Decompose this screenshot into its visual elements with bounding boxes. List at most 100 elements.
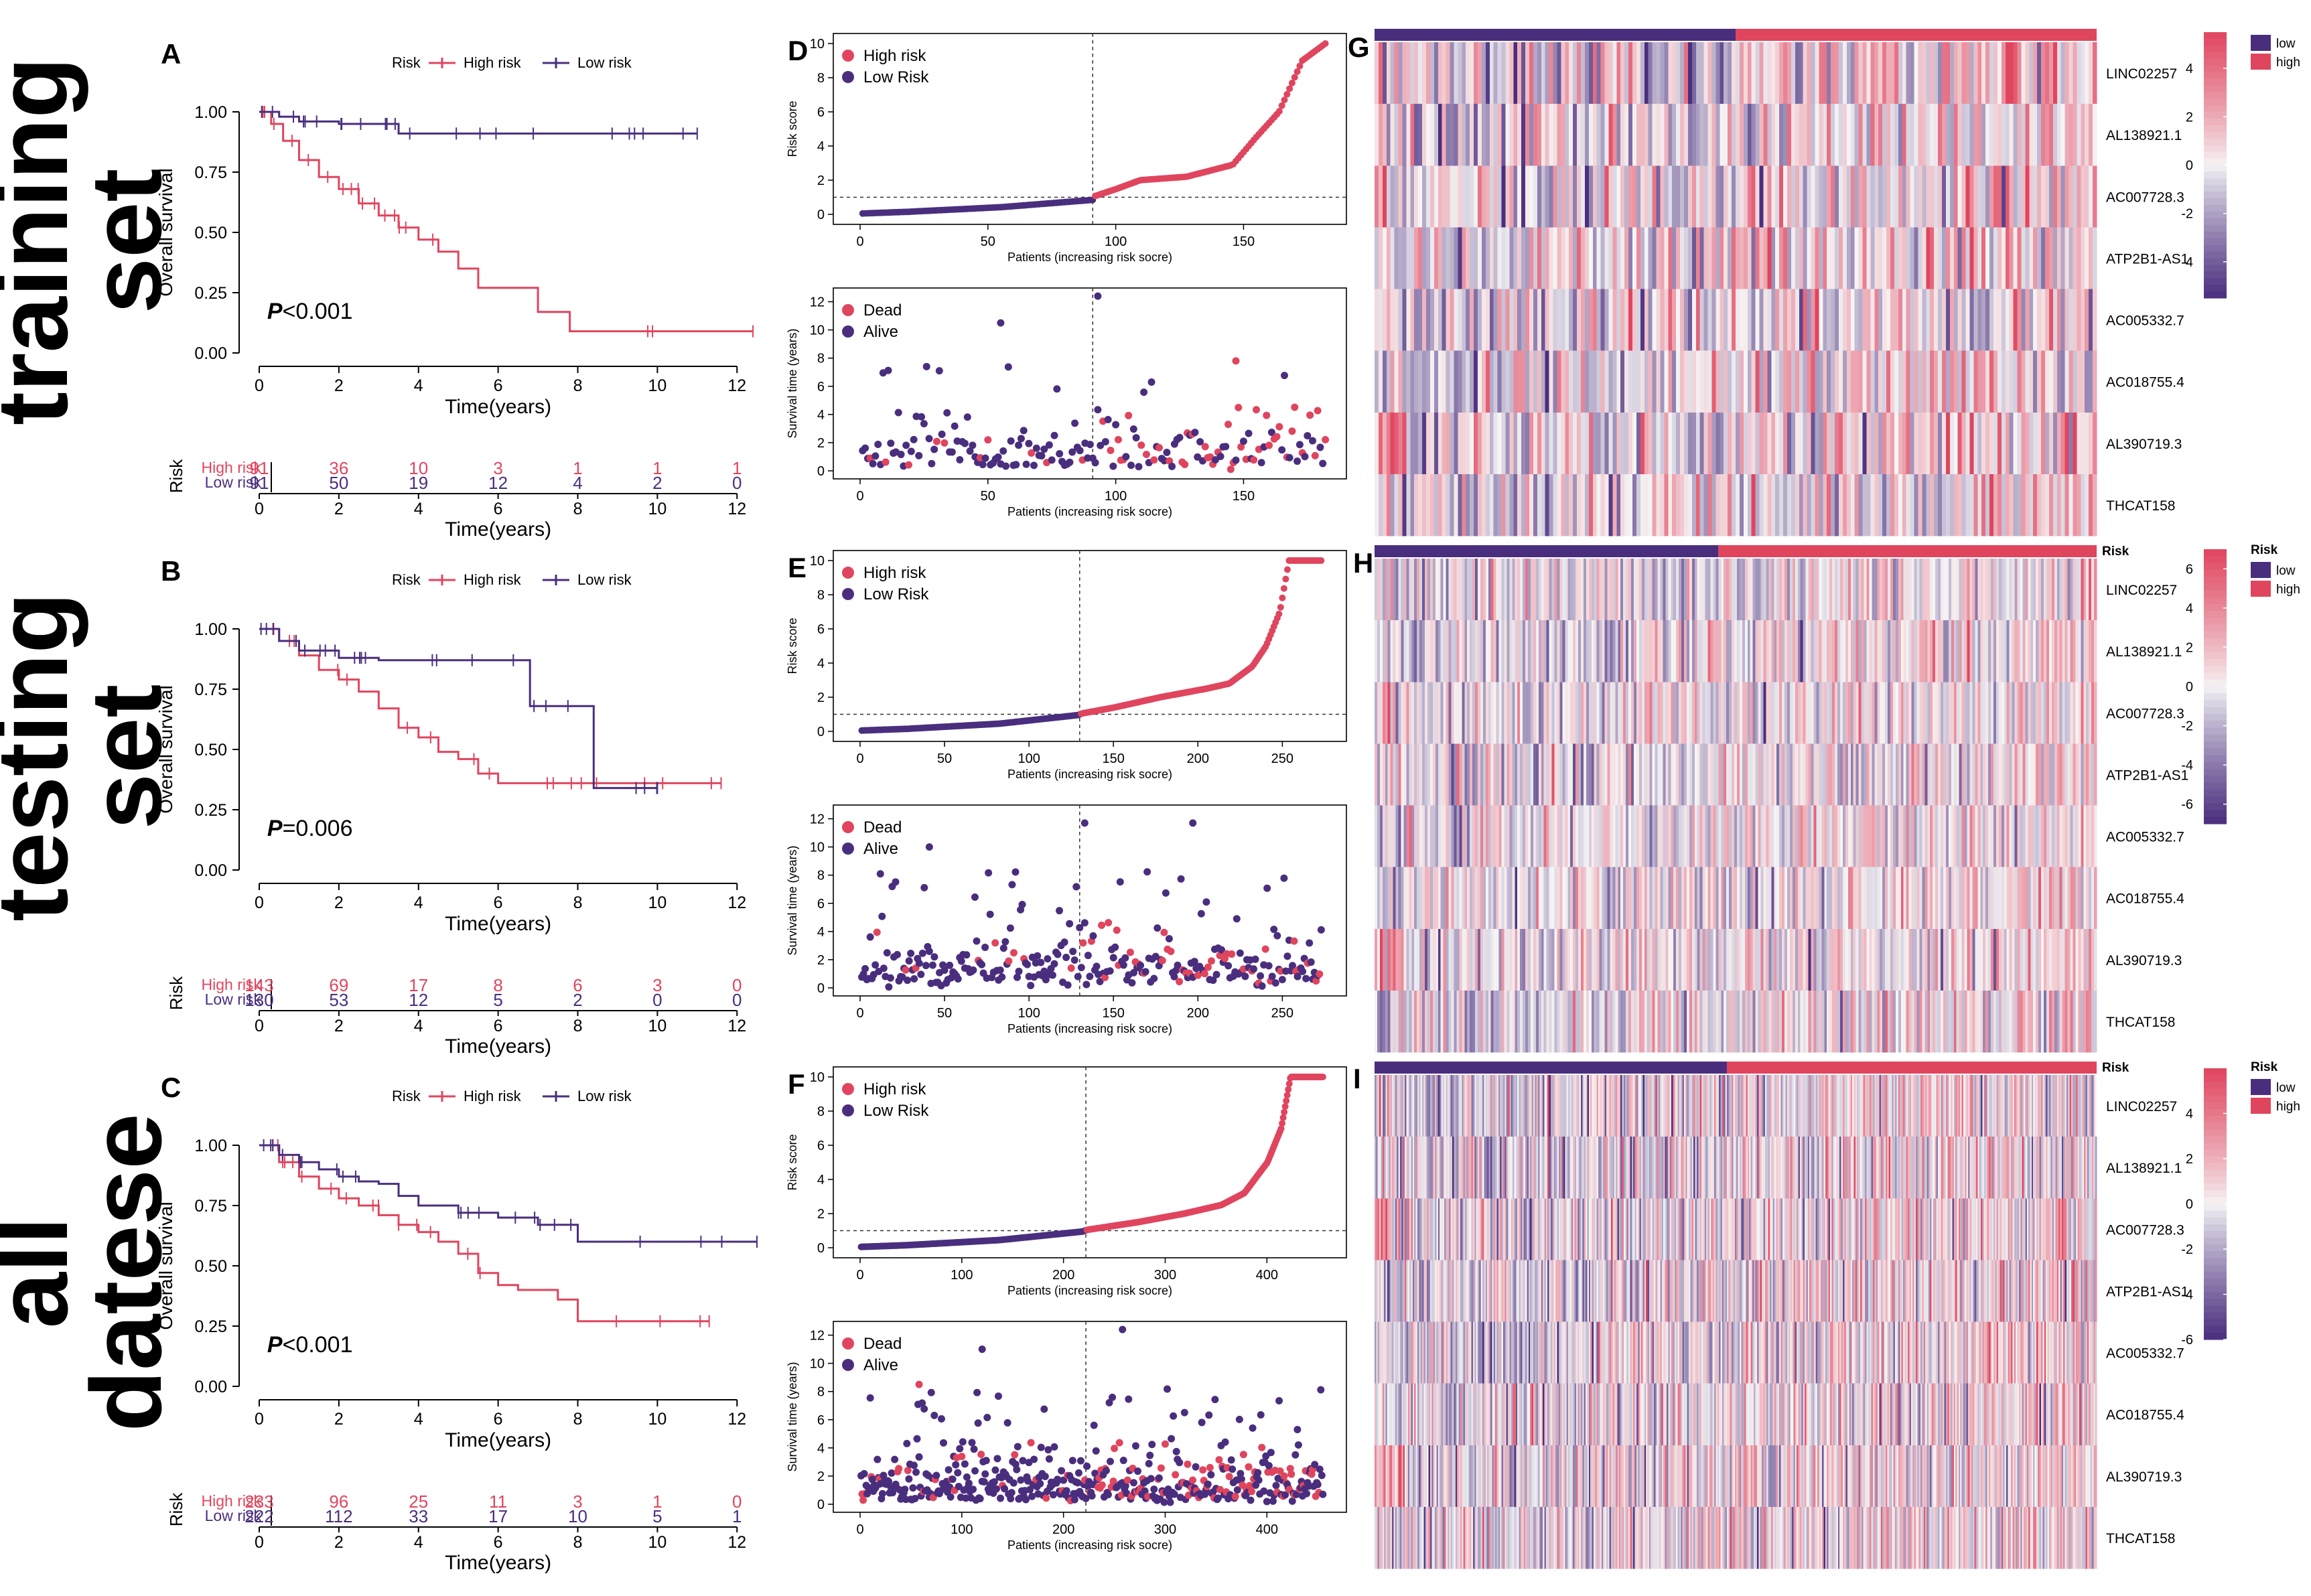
heatmap-cell xyxy=(1640,474,1645,536)
x-tick-label: 250 xyxy=(1271,1006,1293,1021)
panel-letter: D xyxy=(788,35,808,66)
alive-point xyxy=(981,454,989,462)
heatmap-cell xyxy=(1462,289,1466,352)
x-tick-label: 6 xyxy=(494,376,503,395)
risk-count: 3 xyxy=(573,1492,582,1512)
heatmap-cell xyxy=(1680,227,1685,289)
heatmap-cell xyxy=(2093,104,2097,166)
heatmap-cell xyxy=(1829,743,1833,806)
heatmap-cell xyxy=(1750,620,1754,682)
heatmap-cell xyxy=(1752,743,1756,806)
heatmap-cell xyxy=(2056,350,2062,413)
heatmap-cell xyxy=(1747,165,1752,228)
heatmap-cell xyxy=(1961,227,1967,289)
risk-annotation-bar xyxy=(1375,29,2097,41)
dead-point xyxy=(1314,407,1322,415)
alive-point xyxy=(925,435,933,443)
risk-score-point xyxy=(1280,585,1287,592)
heatmap-cell xyxy=(1784,743,1788,806)
risk-x-tick-label: 10 xyxy=(648,1533,667,1552)
heatmap-cell xyxy=(1575,682,1579,744)
heatmap-cell xyxy=(1882,620,1886,682)
alive-point xyxy=(1155,1474,1163,1482)
heatmap-cell xyxy=(1819,104,1823,166)
heatmap-cell xyxy=(1474,350,1478,413)
heatmap-cell xyxy=(1886,289,1891,352)
heatmap-cell xyxy=(1718,620,1722,682)
heatmap-cell xyxy=(1866,289,1871,352)
heatmap-cell xyxy=(1892,682,1896,744)
y-tick-label: 10 xyxy=(810,323,825,338)
heatmap-cell xyxy=(1957,474,1963,536)
y-tick-label: 0 xyxy=(817,1241,825,1256)
heatmap-cell xyxy=(1771,474,1776,536)
heatmap-cell xyxy=(1829,682,1833,744)
heatmap-cell xyxy=(1620,559,1624,621)
heatmap-cell xyxy=(1596,559,1600,621)
heatmap-cell xyxy=(1973,42,1978,104)
heatmap-cell xyxy=(1949,474,1955,536)
risk-x-tick-label: 4 xyxy=(414,1017,423,1035)
heatmap-cell xyxy=(1623,559,1626,621)
heatmap-cell xyxy=(1711,289,1716,352)
heatmap-cell xyxy=(1715,682,1719,744)
heatmap-cell xyxy=(1720,474,1724,536)
heatmap-cell xyxy=(1673,682,1677,744)
heatmap-cell xyxy=(1573,289,1578,352)
heatmap-cell xyxy=(1592,289,1598,352)
y-axis-title: Overall survival xyxy=(155,685,176,813)
heatmap-cell xyxy=(1795,412,1800,475)
heatmap-cell xyxy=(1691,350,1697,413)
heatmap-cell xyxy=(1787,412,1792,475)
alive-point xyxy=(1293,1426,1302,1434)
row-label-text: set xyxy=(70,684,182,830)
heatmap-cell xyxy=(1375,743,1378,806)
heatmap-cell xyxy=(1819,42,1823,104)
heatmap-cell xyxy=(1644,682,1648,744)
alive-point xyxy=(902,1496,910,1504)
heatmap-cell xyxy=(1882,350,1887,413)
heatmap-cell xyxy=(1505,289,1510,352)
heatmap-cell xyxy=(1910,474,1915,536)
colorbar-step xyxy=(2204,138,2227,146)
heatmap-cell xyxy=(1894,42,1899,104)
risk-score-point xyxy=(1279,594,1286,601)
heatmap-cell xyxy=(1422,227,1427,289)
risk-count: 53 xyxy=(329,990,348,1010)
alive-point xyxy=(976,1495,984,1503)
heatmap-cell xyxy=(1599,743,1603,806)
heatmap-cell xyxy=(1432,620,1436,682)
heatmap-cell xyxy=(1995,743,2000,806)
heatmap-cell xyxy=(2067,620,2071,682)
heatmap-cell xyxy=(1900,682,1904,744)
heatmap-cell xyxy=(1426,474,1431,536)
heatmap-cell xyxy=(1885,743,1888,806)
heatmap-cell xyxy=(2001,474,2006,536)
x-tick-label: 2 xyxy=(334,893,344,912)
heatmap-cell xyxy=(1864,559,1868,621)
risk-count: 25 xyxy=(409,1492,428,1512)
heatmap-cell xyxy=(2081,559,2084,621)
heatmap-cell xyxy=(1953,42,1959,104)
alive-point xyxy=(1125,1395,1133,1403)
heatmap-cell xyxy=(1375,42,1379,104)
x-tick-label: 2 xyxy=(334,376,344,395)
heatmap-cell xyxy=(1720,350,1724,413)
heatmap-cell xyxy=(1710,559,1714,621)
risk-score-point xyxy=(1281,1108,1288,1116)
heatmap-cell xyxy=(1942,227,1947,289)
heatmap-cell xyxy=(1406,682,1409,744)
heatmap-cell xyxy=(1988,559,1991,621)
heatmap-cell xyxy=(1592,350,1598,413)
heatmap-cell xyxy=(1644,165,1649,228)
alive-point xyxy=(1205,1411,1213,1419)
heatmap-cell xyxy=(1902,42,1907,104)
heatmap-cell xyxy=(1977,412,1982,475)
risk-count: 17 xyxy=(409,975,428,995)
alive-point xyxy=(1106,967,1114,975)
heatmap-cell xyxy=(1577,104,1582,166)
heatmap-cell xyxy=(1656,104,1661,166)
heatmap-cell xyxy=(1911,559,1915,621)
